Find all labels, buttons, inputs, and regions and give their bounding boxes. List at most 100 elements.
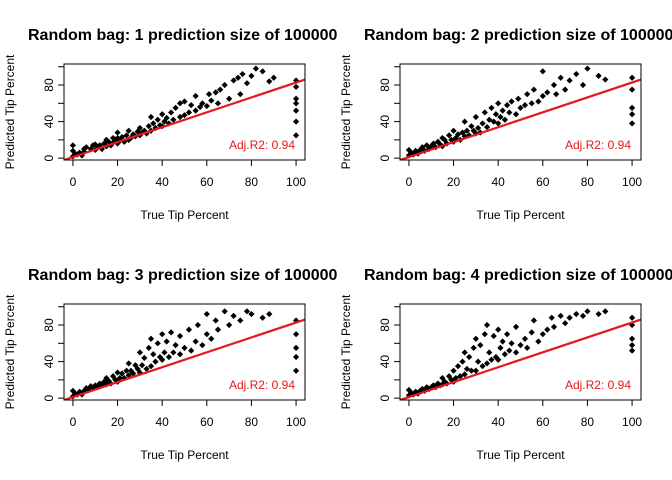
data-point bbox=[481, 331, 488, 338]
data-point bbox=[459, 358, 466, 365]
data-point bbox=[454, 131, 462, 138]
data-point bbox=[118, 134, 126, 141]
data-point bbox=[477, 342, 484, 349]
chart-title: Random bag: 4 prediction size of 100000 bbox=[364, 267, 672, 284]
y-axis-label: Predicted Tip Percent bbox=[3, 54, 17, 169]
data-point bbox=[168, 109, 175, 116]
scatter-panel-2: Random bag: 2 prediction size of 100000 0… bbox=[339, 27, 672, 222]
data-point bbox=[584, 308, 591, 315]
data-point bbox=[468, 123, 475, 130]
data-point bbox=[528, 329, 535, 336]
data-point bbox=[492, 111, 500, 118]
data-point bbox=[85, 386, 92, 394]
data-point bbox=[497, 344, 504, 351]
data-point bbox=[499, 107, 506, 114]
data-point bbox=[521, 335, 529, 342]
x-tick-label: 80 bbox=[581, 175, 595, 189]
data-point bbox=[192, 107, 199, 114]
data-point bbox=[78, 152, 85, 159]
data-point bbox=[176, 351, 184, 358]
chart-title: Random bag: 1 prediction size of 100000 bbox=[28, 27, 338, 44]
data-point bbox=[243, 80, 251, 87]
data-point bbox=[123, 132, 130, 139]
data-point bbox=[154, 116, 161, 123]
y-axis-label: Predicted Tip Percent bbox=[339, 294, 353, 409]
x-tick-label: 100 bbox=[622, 175, 642, 189]
data-point bbox=[602, 308, 609, 315]
data-point bbox=[524, 91, 531, 98]
data-point bbox=[459, 129, 466, 136]
data-point bbox=[495, 356, 502, 363]
data-point bbox=[168, 329, 175, 336]
data-point bbox=[495, 100, 502, 107]
data-point bbox=[566, 77, 573, 84]
data-point bbox=[205, 91, 213, 98]
data-point bbox=[628, 321, 636, 329]
data-point bbox=[230, 312, 237, 319]
data-point bbox=[445, 132, 453, 139]
data-point bbox=[136, 124, 143, 132]
data-point bbox=[243, 308, 251, 315]
data-point bbox=[463, 365, 471, 373]
data-point bbox=[501, 116, 508, 123]
data-point bbox=[602, 76, 609, 83]
data-point bbox=[448, 136, 455, 143]
data-point bbox=[595, 310, 602, 318]
data-point bbox=[454, 363, 462, 370]
data-point bbox=[628, 314, 636, 321]
data-point bbox=[450, 127, 457, 134]
data-point bbox=[172, 342, 179, 349]
data-point bbox=[470, 127, 477, 134]
data-point bbox=[212, 89, 219, 96]
data-point bbox=[69, 387, 77, 394]
data-point bbox=[72, 390, 79, 397]
data-point bbox=[118, 370, 126, 377]
data-point bbox=[208, 97, 215, 104]
y-axis-label: Predicted Tip Percent bbox=[3, 294, 17, 409]
data-point bbox=[188, 347, 195, 354]
data-point bbox=[139, 362, 146, 369]
data-point bbox=[80, 387, 88, 394]
data-point bbox=[562, 320, 569, 327]
data-point bbox=[83, 144, 90, 151]
data-point bbox=[579, 312, 587, 319]
x-tick-label: 60 bbox=[200, 175, 214, 189]
data-point bbox=[579, 81, 587, 89]
data-point bbox=[461, 118, 468, 125]
data-point bbox=[483, 123, 491, 131]
data-point bbox=[628, 342, 636, 349]
data-point bbox=[159, 356, 166, 363]
data-point bbox=[145, 123, 152, 130]
data-point bbox=[490, 332, 497, 340]
x-tick-label: 40 bbox=[156, 415, 170, 429]
data-point bbox=[176, 332, 184, 340]
data-point bbox=[539, 92, 546, 100]
x-axis-label: True Tip Percent bbox=[140, 448, 229, 462]
data-point bbox=[114, 129, 121, 136]
data-point bbox=[488, 104, 495, 111]
data-point bbox=[508, 98, 515, 105]
data-point bbox=[226, 95, 233, 102]
data-point bbox=[237, 91, 244, 98]
data-point bbox=[292, 353, 300, 361]
data-point bbox=[130, 370, 137, 377]
data-point bbox=[483, 360, 491, 367]
x-tick-label: 0 bbox=[406, 175, 413, 189]
data-point bbox=[566, 314, 573, 321]
data-point bbox=[466, 353, 473, 361]
data-point bbox=[512, 323, 520, 330]
data-point bbox=[495, 120, 502, 127]
plot-frame bbox=[63, 63, 306, 161]
data-point bbox=[499, 338, 506, 345]
data-point bbox=[517, 342, 524, 349]
data-point bbox=[96, 142, 103, 149]
data-point bbox=[172, 104, 179, 111]
y-tick-label: 0 bbox=[378, 395, 392, 402]
data-point bbox=[125, 127, 132, 134]
scatter-points bbox=[69, 308, 300, 400]
data-point bbox=[439, 374, 446, 382]
x-tick-label: 60 bbox=[536, 415, 550, 429]
data-point bbox=[114, 369, 121, 376]
data-point bbox=[628, 104, 636, 111]
data-point bbox=[450, 367, 457, 374]
